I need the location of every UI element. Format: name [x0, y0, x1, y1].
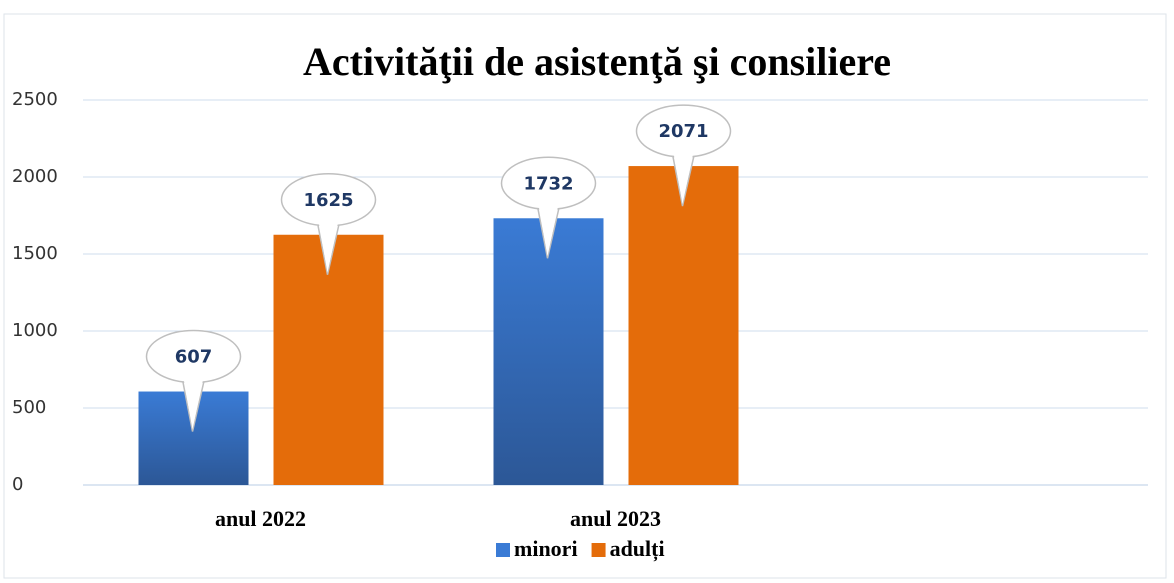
value-label: 1625: [303, 190, 353, 211]
bar: [493, 218, 604, 485]
legend-swatch: [496, 543, 510, 557]
x-tick-label: anul 2023: [570, 506, 661, 531]
legend-label: adulți: [610, 536, 665, 562]
legend-label: minori: [514, 536, 578, 561]
value-label: 1732: [523, 173, 573, 194]
bar: [273, 234, 384, 485]
chart-title: Activităţii de asistenţă şi consiliere: [303, 39, 891, 84]
y-tick-label: 0: [12, 474, 23, 495]
value-label: 2071: [658, 121, 708, 142]
callout-tail-cover: [537, 199, 560, 257]
y-tick-label: 1500: [12, 243, 58, 264]
callout-tail-cover: [672, 147, 695, 205]
y-tick-label: 500: [12, 397, 46, 418]
callout-tail-cover: [182, 372, 205, 430]
legend-swatch: [591, 543, 606, 557]
y-tick-label: 2500: [12, 89, 58, 110]
value-label: 607: [175, 347, 213, 368]
y-tick-label: 1000: [12, 320, 58, 341]
x-tick-label: anul 2022: [215, 506, 306, 531]
y-tick-label: 2000: [12, 166, 58, 187]
callout-tail-cover: [317, 215, 340, 273]
bar: [628, 166, 739, 486]
